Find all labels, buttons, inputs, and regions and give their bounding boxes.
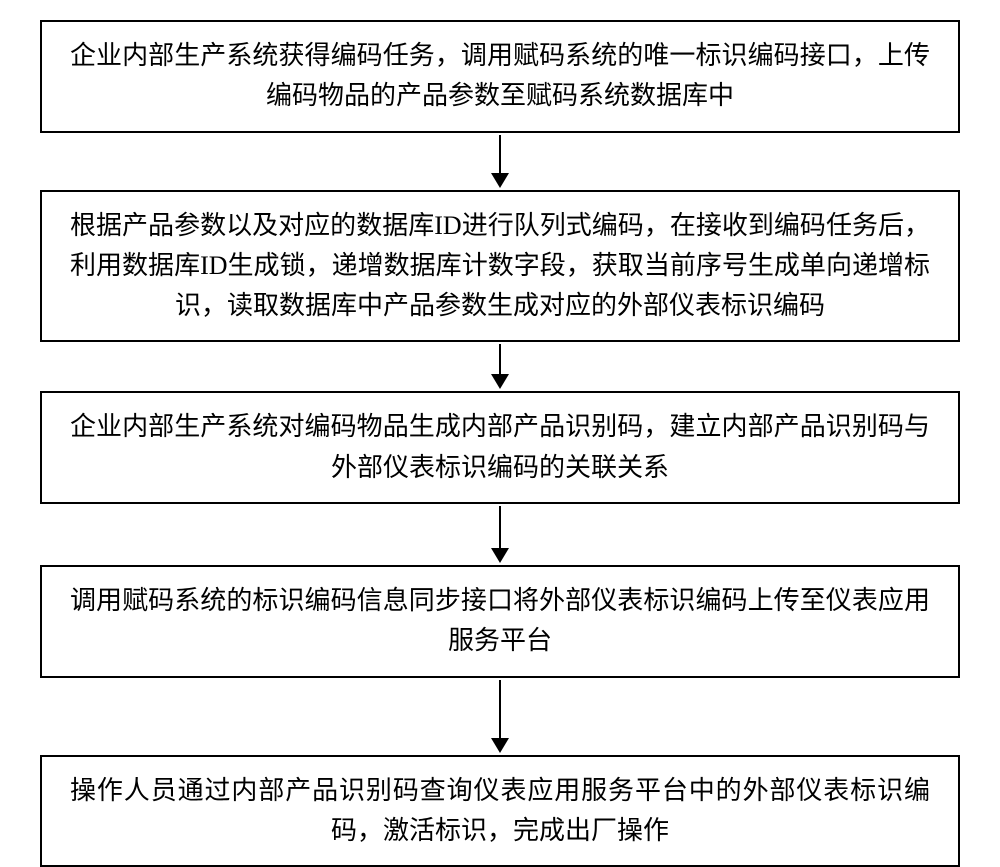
arrow-4	[491, 680, 509, 753]
flowchart-container: 企业内部生产系统获得编码任务，调用赋码系统的唯一标识编码接口，上传编码物品的产品…	[0, 20, 1000, 867]
arrow-line-3	[499, 506, 501, 548]
arrow-line-4	[499, 680, 501, 738]
arrow-line-1	[499, 135, 501, 173]
arrow-1	[491, 135, 509, 188]
arrow-head-icon	[491, 548, 509, 563]
arrow-3	[491, 506, 509, 563]
step-box-5: 操作人员通过内部产品识别码查询仪表应用服务平台中的外部仪表标识编码，激活标识，完…	[40, 755, 960, 867]
arrow-line-2	[499, 344, 501, 374]
arrow-2	[491, 344, 509, 389]
arrow-head-icon	[491, 738, 509, 753]
step-box-4: 调用赋码系统的标识编码信息同步接口将外部仪表标识编码上传至仪表应用服务平台	[40, 565, 960, 678]
step-box-1: 企业内部生产系统获得编码任务，调用赋码系统的唯一标识编码接口，上传编码物品的产品…	[40, 20, 960, 133]
step-text-1: 企业内部生产系统获得编码任务，调用赋码系统的唯一标识编码接口，上传编码物品的产品…	[70, 41, 930, 110]
step-text-2: 根据产品参数以及对应的数据库ID进行队列式编码，在接收到编码任务后，利用数据库I…	[70, 211, 930, 321]
step-box-3: 企业内部生产系统对编码物品生成内部产品识别码，建立内部产品识别码与外部仪表标识编…	[40, 391, 960, 504]
step-box-2: 根据产品参数以及对应的数据库ID进行队列式编码，在接收到编码任务后，利用数据库I…	[40, 190, 960, 343]
arrow-head-icon	[491, 374, 509, 389]
step-text-4: 调用赋码系统的标识编码信息同步接口将外部仪表标识编码上传至仪表应用服务平台	[70, 586, 930, 655]
arrow-head-icon	[491, 173, 509, 188]
step-text-3: 企业内部生产系统对编码物品生成内部产品识别码，建立内部产品识别码与外部仪表标识编…	[70, 412, 930, 481]
step-text-5: 操作人员通过内部产品识别码查询仪表应用服务平台中的外部仪表标识编码，激活标识，完…	[70, 776, 930, 845]
